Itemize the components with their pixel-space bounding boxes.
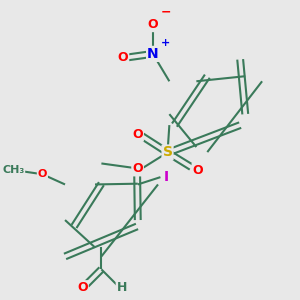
Text: +: + bbox=[161, 38, 170, 48]
Text: CH₃: CH₃ bbox=[2, 165, 24, 175]
Text: O: O bbox=[132, 162, 143, 176]
Text: H: H bbox=[117, 281, 127, 294]
Text: O: O bbox=[38, 169, 47, 179]
Text: N: N bbox=[147, 47, 159, 61]
Text: O: O bbox=[193, 164, 203, 176]
Text: S: S bbox=[163, 146, 172, 160]
Text: O: O bbox=[132, 128, 143, 141]
Text: O: O bbox=[77, 281, 88, 294]
Text: −: − bbox=[161, 5, 172, 19]
Text: O: O bbox=[118, 51, 128, 64]
Text: I: I bbox=[163, 170, 169, 184]
Text: O: O bbox=[148, 18, 158, 31]
